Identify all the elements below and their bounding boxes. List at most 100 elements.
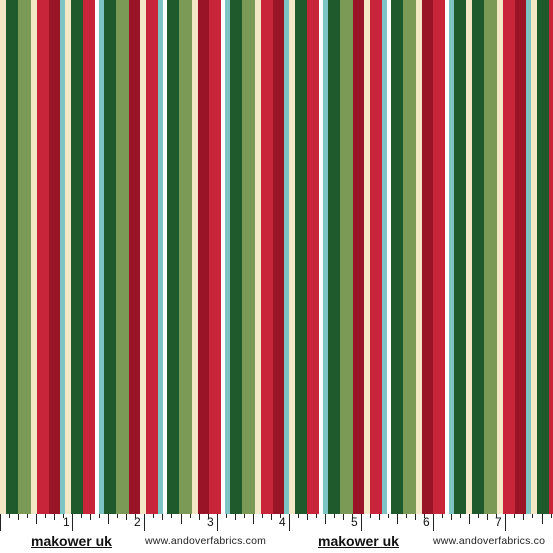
stripe-darkgreen (295, 0, 307, 522)
stripe-darkred (353, 0, 364, 522)
ruler-tick (307, 514, 308, 520)
stripe-cream (192, 0, 198, 522)
stripe-aqua (60, 0, 65, 522)
ruler-tick (532, 514, 533, 518)
stripe-red (37, 0, 49, 522)
ruler-tick (45, 514, 46, 518)
stripe-red (370, 0, 382, 522)
stripe-cream (140, 0, 146, 522)
ruler-tick (162, 514, 163, 520)
stripe-darkgreen (104, 0, 116, 522)
ruler-tick (343, 514, 344, 520)
stripe-darkred (49, 0, 60, 522)
ruler-tick (298, 514, 299, 518)
stripe-darkred (129, 0, 140, 522)
ruler-number-6: 6 (423, 515, 430, 529)
ruler-tick (280, 514, 281, 518)
ruler-tick (90, 514, 91, 520)
ruler-tick (271, 514, 272, 520)
stripe-red (307, 0, 319, 522)
ruler-ticks (0, 514, 553, 534)
stripe-aqua (225, 0, 230, 522)
ruler-tick (370, 514, 371, 518)
brand-label-left: makower uk (31, 533, 112, 549)
ruler-tick (135, 514, 136, 518)
ruler-tick (181, 514, 182, 524)
ruler-tick (81, 514, 82, 518)
ruler-tick (551, 514, 552, 518)
ruler-tick (153, 514, 154, 518)
stripe-red (209, 0, 221, 522)
ruler-tick (217, 514, 218, 531)
ruler-tick (54, 514, 55, 520)
ruler-tick (99, 514, 100, 518)
ruler-tick (542, 514, 543, 524)
ruler-tick (433, 514, 434, 531)
stripe-darkgreen (167, 0, 179, 522)
ruler-tick (199, 514, 200, 520)
stripe-red (433, 0, 445, 522)
stripe-darkred (198, 0, 209, 522)
stripe-white (387, 0, 391, 522)
ruler-tick (108, 514, 109, 524)
stripe-red (261, 0, 273, 522)
stripe-cream (364, 0, 370, 522)
ruler-tick (352, 514, 353, 518)
ruler-tick (72, 514, 73, 531)
ruler-tick (27, 514, 28, 518)
ruler-tick (442, 514, 443, 518)
measurement-ruler: 1 2 3 4 5 6 7 makower uk www.andoverfabr… (0, 514, 553, 553)
ruler-tick (226, 514, 227, 518)
stripe-darkgreen (328, 0, 340, 522)
ruler-number-3: 3 (207, 515, 214, 529)
ruler-tick (9, 514, 10, 518)
ruler-tick (424, 514, 425, 518)
ruler-tick (523, 514, 524, 520)
stripe-darkred (515, 0, 526, 522)
ruler-tick (379, 514, 380, 520)
ruler-tick (18, 514, 19, 520)
ruler-tick (325, 514, 326, 524)
stripe-sage (242, 0, 255, 522)
ruler-tick (505, 514, 506, 531)
ruler-tick (397, 514, 398, 524)
stripe-sage (403, 0, 416, 522)
stripe-darkgreen (454, 0, 466, 522)
stripe-cream (531, 0, 537, 522)
ruler-tick (496, 514, 497, 518)
website-label-left: www.andoverfabrics.com (145, 535, 267, 547)
stripe-red (83, 0, 95, 522)
ruler-tick (253, 514, 254, 524)
ruler-tick (415, 514, 416, 520)
stripe-aqua (284, 0, 289, 522)
stripe-aqua (99, 0, 104, 522)
stripe-cream (289, 0, 295, 522)
ruler-tick (406, 514, 407, 518)
stripe-darkgreen (6, 0, 18, 522)
website-label-right: www.andoverfabrics.co (433, 535, 546, 547)
ruler-tick (262, 514, 263, 518)
ruler-number-5: 5 (351, 515, 358, 529)
ruler-tick (460, 514, 461, 518)
ruler-tick (289, 514, 290, 531)
stripe-darkgreen (71, 0, 83, 522)
stripe-sage (18, 0, 31, 522)
ruler-tick (171, 514, 172, 518)
ruler-tick (316, 514, 317, 518)
stripe-aqua (382, 0, 387, 522)
ruler-tick (36, 514, 37, 524)
stripe-white (319, 0, 323, 522)
stripe-aqua (526, 0, 531, 522)
ruler-tick (361, 514, 362, 531)
stripe-cream (497, 0, 503, 522)
stripe-white (163, 0, 167, 522)
stripe-red (549, 0, 553, 522)
stripe-darkred (273, 0, 284, 522)
ruler-tick (478, 514, 479, 518)
stripe-darkgreen (472, 0, 484, 522)
ruler-tick (208, 514, 209, 518)
stripe-red (146, 0, 158, 522)
stripe-darkred (422, 0, 433, 522)
striped-fabric-swatch (0, 0, 553, 522)
ruler-tick (469, 514, 470, 524)
